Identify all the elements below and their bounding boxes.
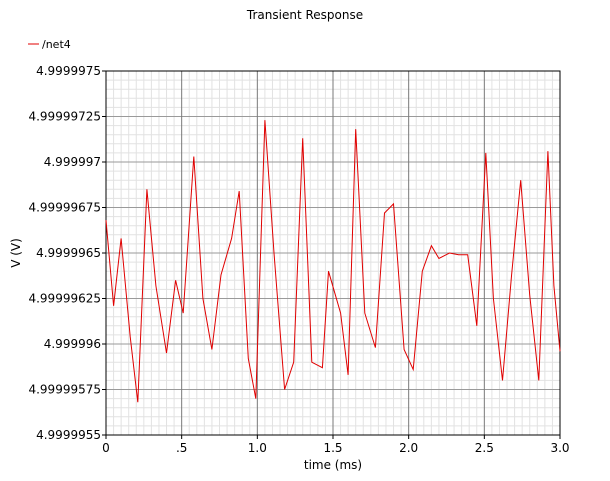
series-layer <box>105 120 561 403</box>
x-tick-label: 1.5 <box>323 441 342 455</box>
x-tick-label: 1.0 <box>248 441 267 455</box>
y-tick-label: 4.999996 <box>44 337 101 351</box>
y-tick-label: 4.9999955 <box>36 428 101 442</box>
y-tick-label: 4.9999965 <box>36 246 101 260</box>
x-tick-label: 3.0 <box>550 441 569 455</box>
x-tick-label: 2.0 <box>399 441 418 455</box>
series-line-net4 <box>105 120 561 403</box>
x-tick-label: 2.5 <box>475 441 494 455</box>
x-tick-label: 0 <box>102 441 110 455</box>
y-tick-label: 4.999997 <box>44 155 101 169</box>
y-axis-ticks: 4.9999955 4.99999575 4.999996 4.99999625 4.9… <box>28 64 106 442</box>
y-tick-label: 4.99999575 <box>28 383 101 397</box>
y-tick-label: 4.99999675 <box>28 201 101 215</box>
y-tick-label: 4.9999975 <box>36 64 101 78</box>
y-tick-label: 4.99999725 <box>28 110 101 124</box>
major-grid <box>106 71 560 435</box>
x-axis-label: time (ms) <box>304 458 362 472</box>
x-tick-label: .5 <box>176 441 187 455</box>
chart-title: Transient Response <box>246 8 363 22</box>
y-tick-label: 4.99999625 <box>28 292 101 306</box>
y-axis-label: V (V) <box>9 238 23 268</box>
legend-label-net4: /net4 <box>42 38 71 51</box>
x-axis-ticks: 0 .5 1.0 1.5 2.0 2.5 3.0 <box>102 435 570 455</box>
legend: /net4 <box>28 38 71 51</box>
